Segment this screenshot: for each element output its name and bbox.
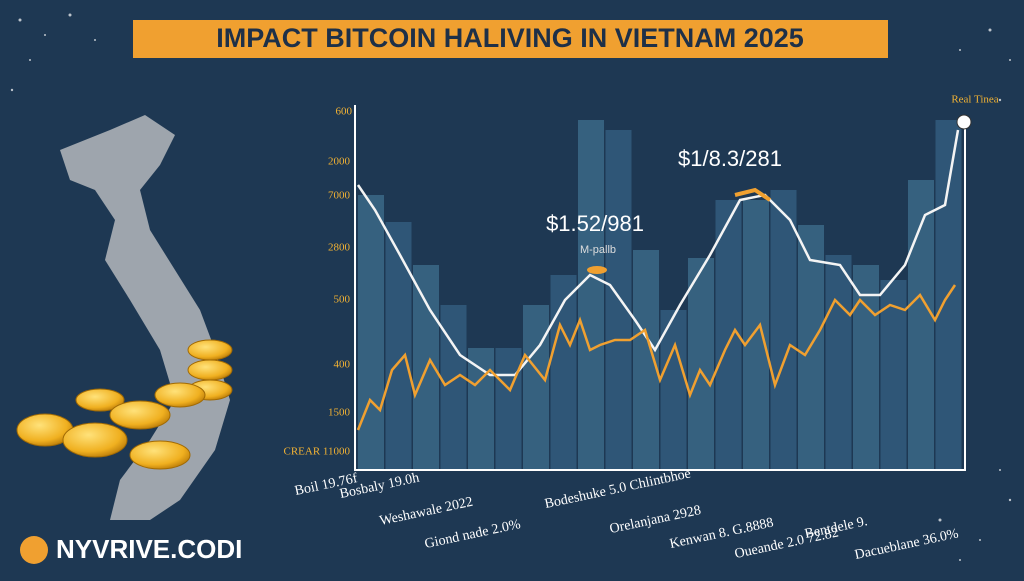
background-bar [743,200,769,470]
annotation: $1/8.3/281 [678,146,782,171]
y-label: 1500 [328,407,351,419]
background-bar [550,275,577,470]
background-bar [605,130,632,470]
background-bar [385,222,412,470]
y-label: 600 [336,106,353,118]
y-label: 2800 [328,242,351,254]
brand: NYVRIVE.CODI [56,534,242,564]
background-bar [660,310,687,470]
title: IMPACT BITCOIN HALIVING IN VIETNAM 2025 [216,23,804,53]
axes [354,105,966,471]
background-bar [770,190,797,470]
coins [16,339,233,470]
white-line [356,129,960,377]
orange-line [356,284,957,431]
y-label: 2000 [328,156,351,168]
annotation: M-pallb [580,244,616,256]
corner-label: Real Tinea [951,94,998,106]
marker [734,187,772,202]
title-banner [133,20,888,58]
y-label: 400 [334,359,351,371]
y-label: 7000 [328,190,351,202]
marker [587,266,607,274]
marker [956,114,972,130]
y-label: 500 [334,294,351,306]
brand-logo [20,536,48,564]
background-bar [825,255,852,470]
background-bar [798,225,824,470]
background-bar [880,280,907,470]
background-bar [578,120,604,470]
background-bar [495,348,522,470]
sparkles [10,13,1012,561]
y-label: CREAR 11000 [283,446,350,458]
background-bar [853,265,879,470]
annotation: $1.52/981 [546,211,644,236]
vietnam-map [60,115,230,520]
background-bar [523,305,549,470]
background-bar [358,195,384,470]
background-bar [688,258,714,470]
background-bar [468,348,494,470]
